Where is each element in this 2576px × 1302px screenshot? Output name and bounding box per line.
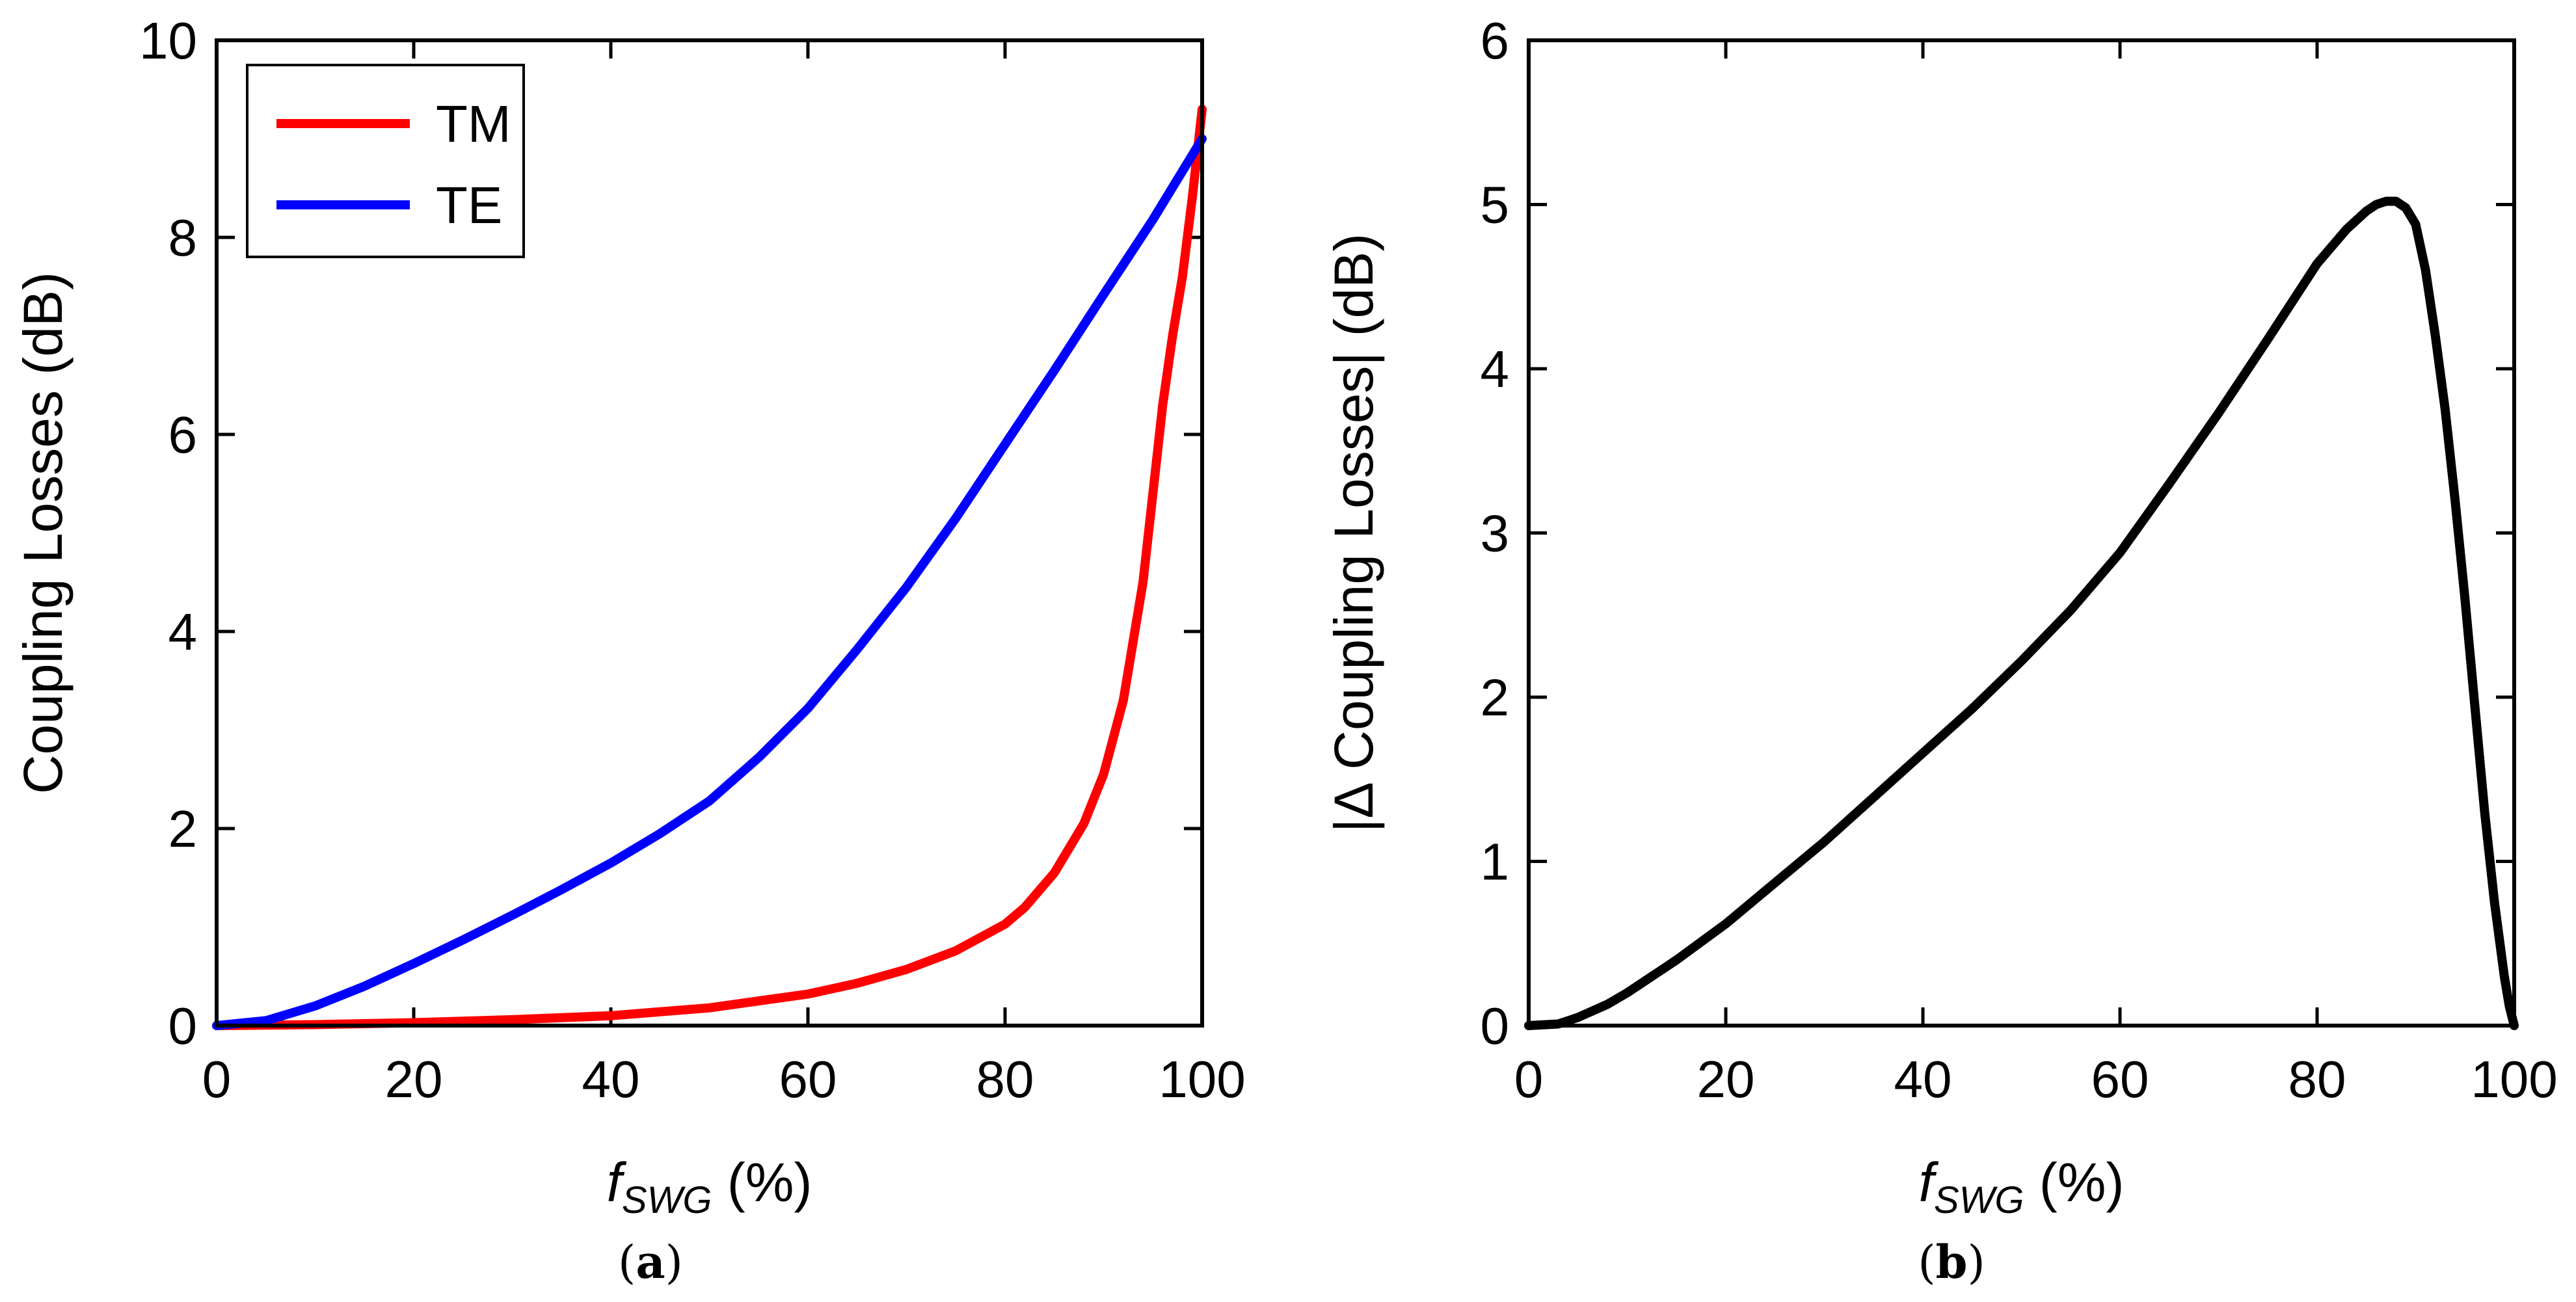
x-tick-label: 0: [1514, 1050, 1544, 1108]
chart-panel-a: 0 20 40 60 80 100 0 2 4 6 8 10 fSWG (%) Coupling Loss…: [12, 12, 1246, 1289]
x-axis-label-subscript: SWG: [622, 1179, 712, 1221]
x-axis-label-unit: (%): [712, 1152, 812, 1213]
legend-box: [246, 64, 525, 258]
y-axis-label: |Δ Coupling Losses| (dB): [1323, 233, 1384, 833]
x-axis-label-subscript: SWG: [1934, 1179, 2024, 1221]
x-tick-label: 20: [1697, 1050, 1755, 1108]
series-line-te: [212, 134, 1207, 1030]
y-tick-label: 4: [168, 603, 198, 661]
caption-paren-close: ): [1967, 1236, 1985, 1289]
y-tick-label: 0: [1481, 997, 1510, 1055]
y-tick-label: 1: [1481, 833, 1510, 891]
y-tick-label: 6: [168, 406, 198, 464]
chart-panel-b: 0 20 40 60 80 100 0 1 2 3 4 5 6 fSWG (%) |Δ Coupling L…: [1323, 12, 2558, 1289]
y-tick-label: 6: [1481, 12, 1510, 70]
x-tick-label: 100: [2471, 1050, 2557, 1108]
x-tick-label: 80: [2288, 1050, 2346, 1108]
series-line-tm: [212, 105, 1207, 1030]
caption-letter: a: [636, 1235, 665, 1289]
x-axis-label: fSWG (%): [1919, 1152, 2125, 1221]
y-tick-label: 4: [1481, 340, 1510, 398]
y-tick-label: 2: [168, 800, 198, 858]
legend: TM TE: [246, 64, 525, 258]
y-tick-label: 5: [1481, 176, 1510, 234]
plot-frame: [215, 38, 1204, 1028]
caption-paren-open: (: [1918, 1236, 1935, 1289]
caption-paren-open: (: [618, 1236, 636, 1289]
plot-frame: [1527, 38, 2516, 1028]
panel-caption: (a): [618, 1235, 683, 1289]
y-tick-label: 8: [168, 209, 198, 267]
x-tick-label: 40: [1894, 1050, 1952, 1108]
caption-letter: b: [1936, 1235, 1968, 1289]
y-tick-label: 10: [139, 12, 197, 70]
x-axis-label-unit: (%): [2024, 1152, 2124, 1213]
x-axis-label: fSWG (%): [607, 1152, 812, 1221]
x-tick-label: 40: [582, 1050, 640, 1108]
panel-caption: (b): [1918, 1235, 1985, 1289]
legend-label-tm: TM: [436, 95, 511, 153]
x-tick-label: 0: [202, 1050, 232, 1108]
x-tick-label: 60: [2091, 1050, 2149, 1108]
x-tick-label: 100: [1159, 1050, 1245, 1108]
series-line-coupling-losses: [1524, 196, 2519, 1030]
legend-label-te: TE: [436, 176, 502, 234]
y-tick-label: 3: [1481, 505, 1510, 563]
x-tick-label: 20: [385, 1050, 443, 1108]
x-tick-label: 60: [779, 1050, 837, 1108]
y-tick-label: 2: [1481, 669, 1510, 726]
x-tick-label: 80: [976, 1050, 1034, 1108]
caption-paren-close: ): [665, 1236, 683, 1289]
y-axis-label: Coupling Losses (dB): [12, 272, 74, 794]
y-tick-label: 0: [168, 997, 198, 1055]
